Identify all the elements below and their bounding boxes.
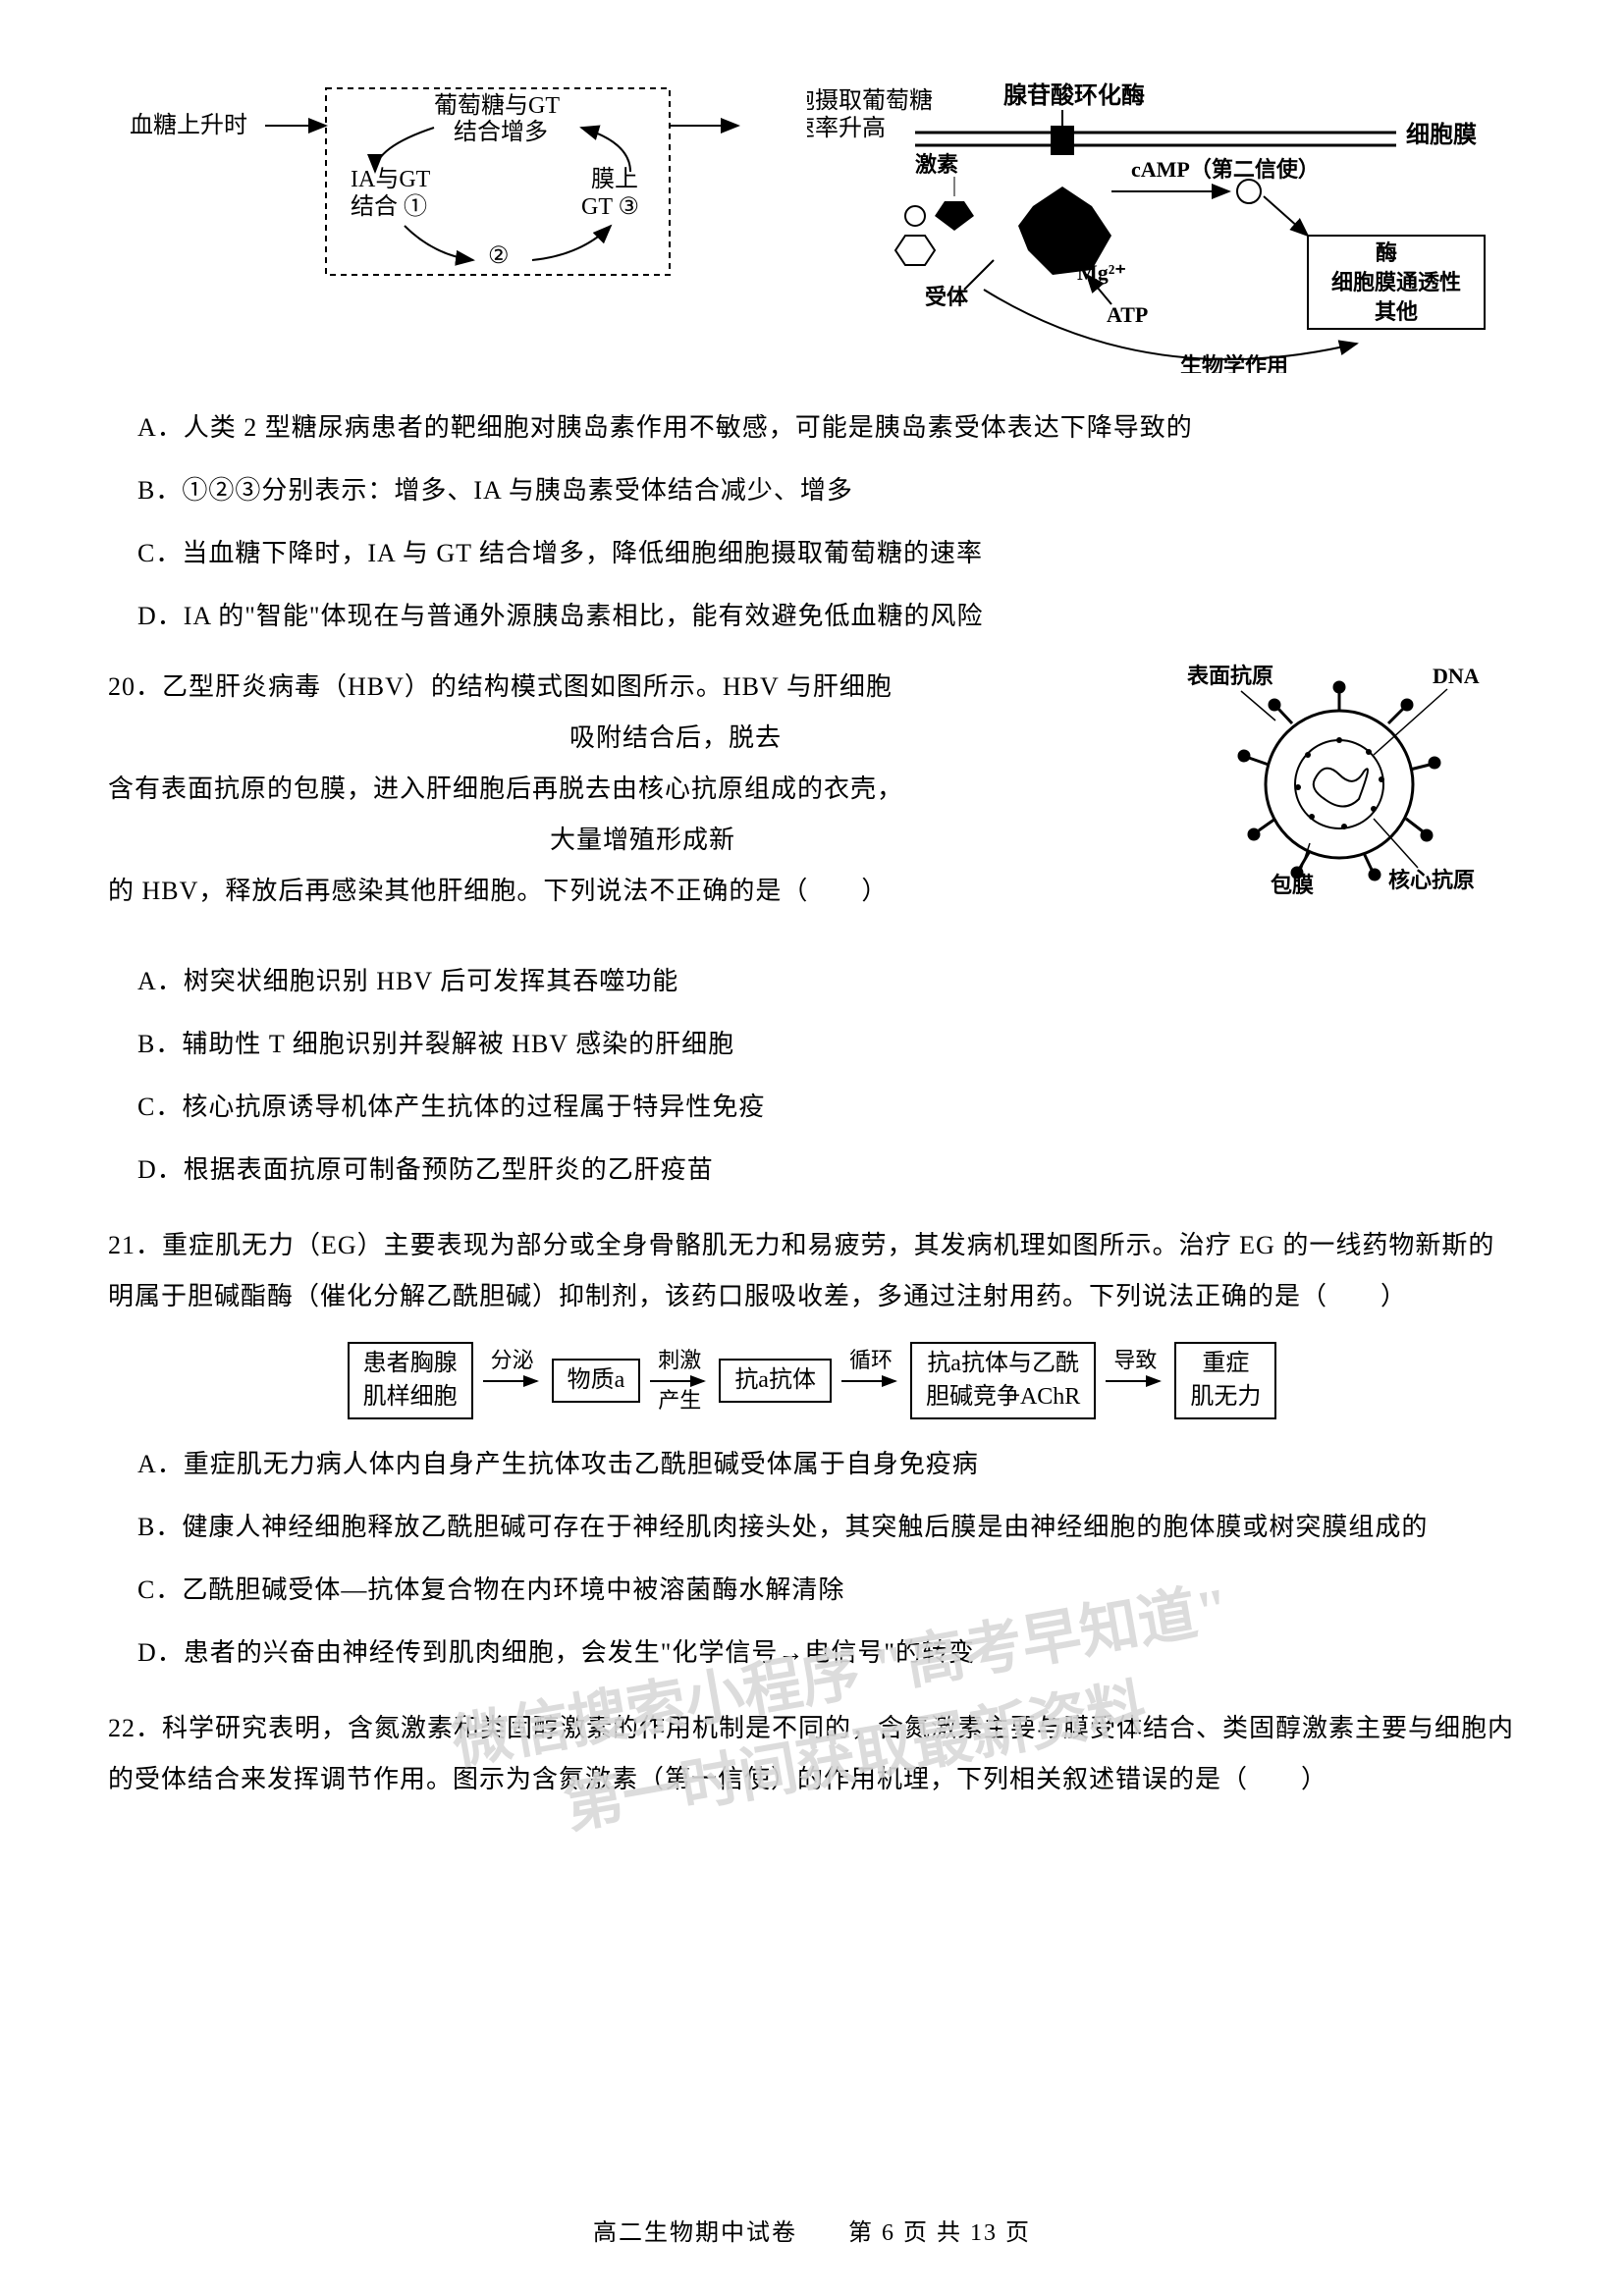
flow-box5: 重症 肌无力 <box>1174 1342 1276 1419</box>
flow-box4-l1: 抗a抗体与乙酰 <box>927 1351 1079 1376</box>
flow-box3: 抗a抗体 <box>719 1359 832 1404</box>
q19-opt-a: A．人类 2 型糖尿病患者的靶细胞对胰岛素作用不敏感，可能是胰岛素受体表达下降导… <box>137 402 1516 454</box>
d1-left-label: 血糖上升时 <box>130 112 247 138</box>
q20-opt-c: C．核心抗原诱导机体产生抗体的过程属于特异性免疫 <box>137 1082 1516 1133</box>
q20-opt-a: A．树突状细胞识别 HBV 后可发挥其吞噬功能 <box>137 956 1516 1007</box>
flow-arrow3: 循环 <box>841 1349 900 1412</box>
d1-top-label2: 结合增多 <box>454 119 548 145</box>
d2-eff2: 细胞膜通透性 <box>1331 270 1461 294</box>
d2-eff1: 酶 <box>1376 240 1397 265</box>
d2-enzyme-label: 腺苷酸环化酶 <box>1003 81 1145 109</box>
d2-eff3: 其他 <box>1375 299 1418 324</box>
flow-arrow2: 刺激 产生 <box>650 1349 709 1412</box>
flow-box1: 患者胸腺 肌样细胞 <box>348 1342 473 1419</box>
d1-top-label1: 葡萄糖与GT <box>434 92 560 119</box>
top-diagrams: 血糖上升时 葡萄糖与GT 结合增多 IA与GT 结合 ① 膜上 GT ③ ② <box>108 79 1516 373</box>
d2-uptake1: 细胞摄取葡萄糖 <box>807 87 933 114</box>
d2-hormone-label: 激素 <box>915 152 958 177</box>
flow-box5-l1: 重症 <box>1202 1351 1249 1376</box>
d1-inner-b: ② <box>488 243 510 269</box>
d2-bio-effect: 生物学作用 <box>1180 353 1288 373</box>
d2-uptake2: 的速率升高 <box>807 115 886 141</box>
q21-opt-d: D．患者的兴奋由神经传到肌肉细胞，会发生"化学信号→电信号"的转变 <box>137 1628 1516 1679</box>
q20-stem-r1: 吸附结合后，脱去 <box>108 723 782 752</box>
q21-stem: 21．重症肌无力（EG）主要表现为部分或全身骨骼肌无力和易疲劳，其发病机理如图所… <box>108 1220 1516 1322</box>
flow-box5-l2: 肌无力 <box>1190 1384 1261 1410</box>
flow-arrow1-top: 分泌 <box>491 1349 534 1372</box>
flow-box2: 物质a <box>552 1359 641 1404</box>
flow-box4-l2: 胆碱竞争AChR <box>926 1384 1080 1410</box>
flow-arrow3-top: 循环 <box>849 1349 893 1372</box>
flow-arrow4: 导致 <box>1106 1349 1164 1412</box>
flow-arrow2-top: 刺激 <box>658 1349 701 1372</box>
d2-atp-label: ATP <box>1107 302 1148 327</box>
flow-arrow4-top: 导致 <box>1113 1349 1157 1372</box>
flow-box1-l2: 肌样细胞 <box>363 1384 458 1410</box>
q21-opt-b: B．健康人神经细胞释放乙酰胆碱可存在于神经肌肉接头处，其突触后膜是由神经细胞的胞… <box>137 1502 1516 1553</box>
q20-block: 表面抗原 DNA 包膜 核心抗原 <box>108 662 1516 917</box>
flow-box4: 抗a抗体与乙酰 胆碱竞争AChR <box>910 1342 1096 1419</box>
q19-opt-c: C．当血糖下降时，IA 与 GT 结合增多，降低细胞细胞摄取葡萄糖的速率 <box>137 528 1516 579</box>
q21-opt-c: C．乙酰胆碱受体—抗体复合物在内环境中被溶菌酶水解清除 <box>137 1565 1516 1616</box>
q19-options: A．人类 2 型糖尿病患者的靶细胞对胰岛素作用不敏感，可能是胰岛素受体表达下降导… <box>108 402 1516 642</box>
d2-membrane-label: 细胞膜 <box>1406 121 1477 148</box>
page: 血糖上升时 葡萄糖与GT 结合增多 IA与GT 结合 ① 膜上 GT ③ ② <box>0 0 1624 2296</box>
d1-inner-l2: 结合 ① <box>351 193 427 220</box>
flow-box1-l1: 患者胸腺 <box>363 1351 458 1376</box>
d1-inner-r2: GT ③ <box>581 194 639 220</box>
q22-stem: 22．科学研究表明，含氮激素和类固醇激素的作用机制是不同的，含氮激素主要与膜受体… <box>108 1703 1516 1805</box>
flow-arrow1: 分泌 <box>483 1349 542 1412</box>
q21-opt-a: A．重症肌无力病人体内自身产生抗体攻击乙酰胆碱受体属于自身免疫病 <box>137 1439 1516 1490</box>
page-footer: 高二生物期中试卷 第 6 页 共 13 页 <box>0 2213 1624 2247</box>
q19-opt-b: B．①②③分别表示：增多、IA 与胰岛素受体结合减少、增多 <box>137 465 1516 516</box>
d2-camp-label: cAMP（第二信使） <box>1131 157 1320 182</box>
q20-opt-b: B．辅助性 T 细胞识别并裂解被 HBV 感染的肝细胞 <box>137 1019 1516 1070</box>
d2-receptor-label: 受体 <box>925 285 969 309</box>
q19-opt-d: D．IA 的"智能"体现在与普通外源胰岛素相比，能有效避免低血糖的风险 <box>137 591 1516 642</box>
diagram-camp: 细胞摄取葡萄糖 的速率升高 腺苷酸环化酶 细胞膜 激素 受体 M <box>807 79 1494 373</box>
q20-options: A．树突状细胞识别 HBV 后可发挥其吞噬功能 B．辅助性 T 细胞识别并裂解被… <box>108 956 1516 1196</box>
q20-stem-r2: 大量增殖形成新 <box>108 826 735 854</box>
q21-options: A．重症肌无力病人体内自身产生抗体攻击乙酰胆碱受体属于自身免疫病 B．健康人神经… <box>108 1439 1516 1679</box>
d1-inner-l1: IA与GT <box>351 167 431 192</box>
flow-arrow2-bot: 产生 <box>658 1389 701 1413</box>
q20-opt-d: D．根据表面抗原可制备预防乙型肝炎的乙肝疫苗 <box>137 1145 1516 1196</box>
diagram-gt-cycle: 血糖上升时 葡萄糖与GT 结合增多 IA与GT 结合 ① 膜上 GT ③ ② <box>130 79 778 314</box>
q21-flowchart: 患者胸腺 肌样细胞 分泌 物质a 刺激 产生 抗a抗体 循环 抗a抗体与乙酰 胆… <box>108 1342 1516 1419</box>
d2-mg-label: Mg²⁺ <box>1077 260 1126 285</box>
q20-stem-main: 20．乙型肝炎病毒（HBV）的结构模式图如图所示。HBV 与肝细胞 吸附结合后，… <box>108 672 903 905</box>
